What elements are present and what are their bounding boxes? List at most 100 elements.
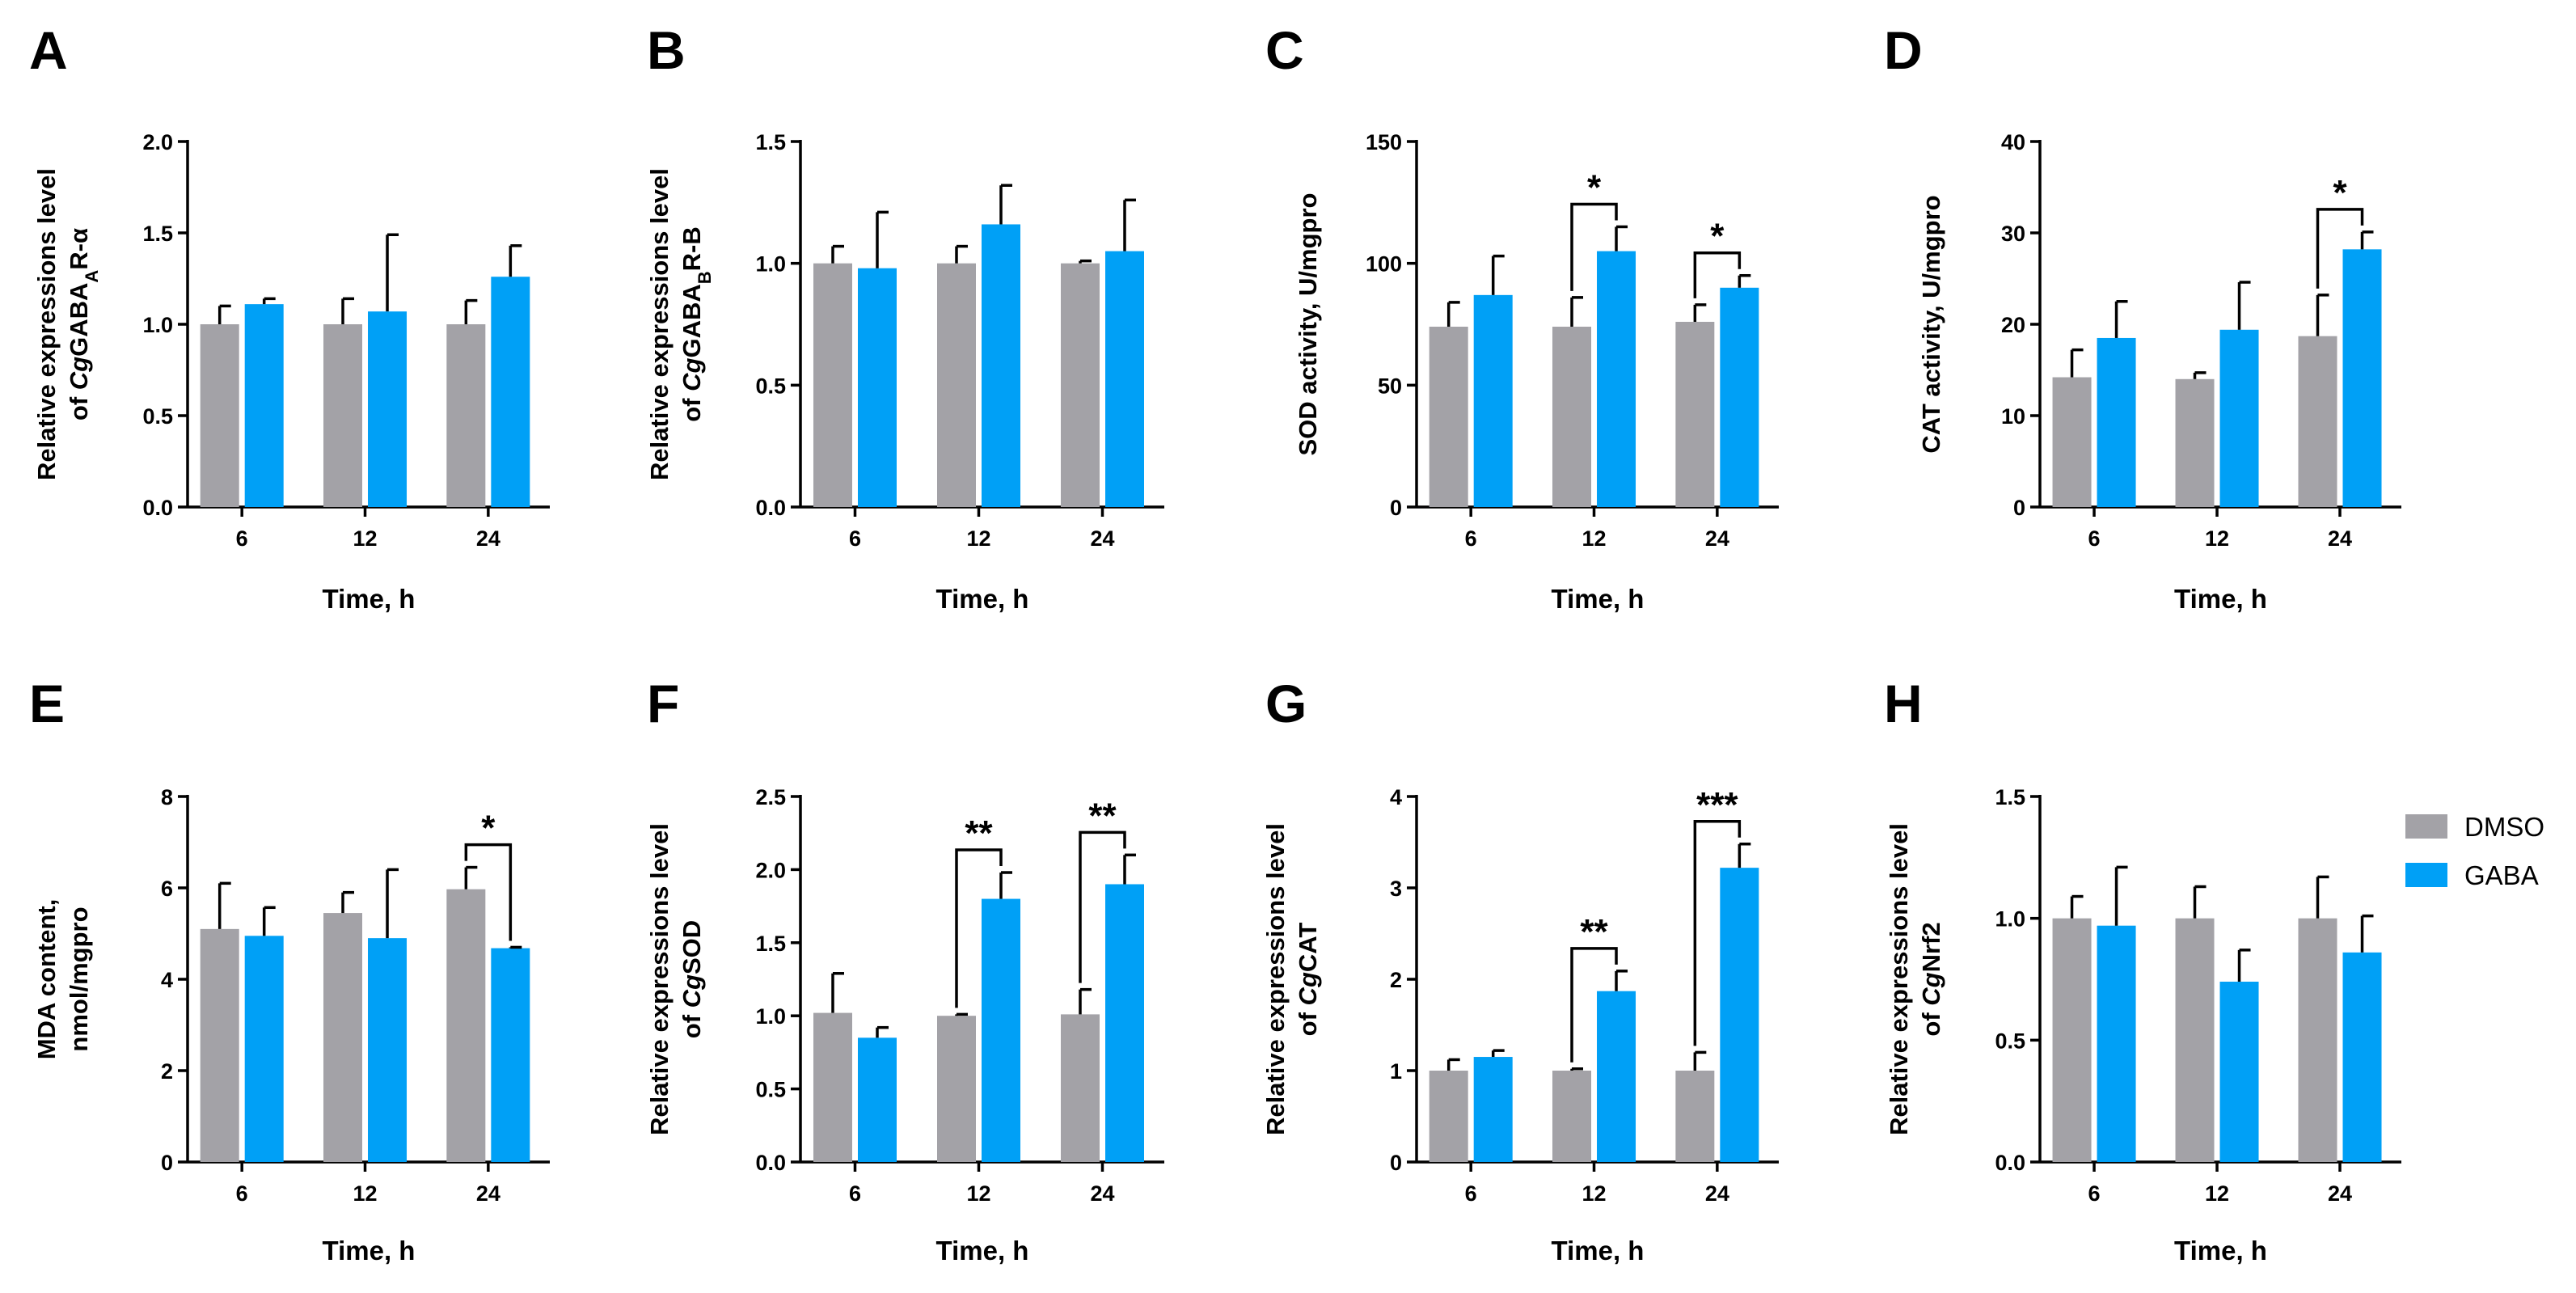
y-axis-label-segment: CAT: [1294, 923, 1322, 972]
y-tick-label-e-3: 6: [161, 877, 173, 901]
bar-d-dmso-24: [2298, 336, 2337, 507]
bar-d-gaba-12: [2219, 329, 2259, 507]
bar-b-gaba-24: [1105, 251, 1144, 507]
y-tick-label-a-2: 1.0: [142, 313, 173, 337]
significance-label-f-0: **: [965, 813, 993, 853]
bar-c-gaba-24: [1720, 287, 1759, 507]
bar-h-gaba-24: [2342, 952, 2382, 1162]
bar-e-gaba-12: [368, 938, 408, 1162]
y-axis-label-segment: Cg: [65, 357, 93, 390]
y-tick-label-f-4: 2.0: [755, 858, 786, 882]
y-tick-label-h-2: 1.0: [1995, 907, 2025, 932]
y-tick-label-f-2: 1.0: [755, 1004, 786, 1029]
panel-letter-b: B: [647, 20, 686, 80]
bar-h-dmso-12: [2175, 918, 2215, 1162]
y-tick-label-a-1: 0.5: [142, 404, 173, 429]
bar-f-gaba-12: [982, 898, 1020, 1162]
significance-label-f-1: **: [1088, 796, 1117, 835]
bar-d-gaba-6: [2097, 337, 2136, 507]
bar-h-dmso-24: [2298, 918, 2337, 1162]
x-tick-label-f-2: 24: [1090, 1181, 1114, 1206]
bar-a-dmso-24: [446, 324, 486, 507]
y-axis-label-f-line-1: of CgSOD: [678, 920, 706, 1038]
y-tick-label-f-1: 0.5: [755, 1078, 786, 1102]
bar-b-dmso-24: [1061, 263, 1100, 507]
chart-panel-f: F 0.0 0.5 1.0 1.5 2.0 2.5 6 12 24 ** ** Time, h Relat…: [645, 674, 1164, 1266]
y-tick-label-h-3: 1.5: [1995, 785, 2025, 809]
bar-b-gaba-6: [858, 268, 897, 507]
bar-h-gaba-6: [2097, 925, 2136, 1162]
x-tick-label-e-1: 12: [353, 1181, 377, 1206]
bar-c-gaba-12: [1597, 251, 1636, 507]
x-tick-label-g-0: 6: [1465, 1181, 1477, 1206]
y-axis-label-segment: GABA: [65, 283, 93, 357]
x-tick-label-b-1: 12: [966, 526, 990, 551]
bar-f-dmso-24: [1061, 1014, 1100, 1162]
x-tick-label-f-1: 12: [966, 1181, 990, 1206]
y-axis-label-segment: Cg: [678, 357, 706, 391]
chart-panel-a: A 0.0 0.5 1.0 1.5 2.0 6 12 24 Time, h Relative exp…: [29, 20, 550, 614]
panel-letter-g: G: [1265, 674, 1307, 733]
bar-h-dmso-6: [2052, 918, 2092, 1162]
x-tick-label-c-2: 24: [1705, 526, 1729, 551]
y-tick-label-a-3: 1.5: [142, 222, 173, 246]
y-axis-label-segment: of: [65, 390, 93, 420]
y-tick-label-h-1: 0.5: [1995, 1029, 2025, 1053]
y-tick-label-d-2: 20: [2001, 313, 2025, 337]
y-tick-label-g-0: 0: [1390, 1151, 1402, 1175]
panel-letter-h: H: [1884, 674, 1923, 733]
x-tick-label-h-2: 24: [2328, 1181, 2352, 1206]
bar-d-dmso-12: [2175, 378, 2215, 507]
bar-f-dmso-6: [813, 1012, 852, 1162]
y-tick-label-b-3: 1.5: [755, 130, 786, 154]
bar-c-dmso-24: [1675, 321, 1715, 507]
bar-g-gaba-12: [1597, 991, 1636, 1162]
y-axis-label-b-line-0: Relative expressions level: [645, 168, 674, 480]
bar-g-dmso-6: [1429, 1071, 1468, 1162]
x-axis-label-c: Time, h: [1552, 584, 1645, 614]
chart-panel-b: B 0.0 0.5 1.0 1.5 6 12 24 Time, h Relative expres…: [645, 20, 1164, 614]
x-tick-label-a-0: 6: [236, 526, 248, 551]
x-tick-label-e-2: 24: [476, 1181, 500, 1206]
legend-label-dmso: DMSO: [2464, 812, 2544, 842]
significance-bracket-g-0: [1570, 947, 1618, 1063]
bar-c-dmso-6: [1429, 327, 1468, 507]
bar-c-dmso-12: [1552, 327, 1592, 507]
y-axis-label-g-line-0: Relative expressions level: [1261, 823, 1290, 1135]
y-tick-label-f-5: 2.5: [755, 785, 786, 809]
y-tick-label-e-4: 8: [161, 785, 173, 809]
legend: DMSO GABA: [2405, 812, 2544, 890]
y-axis-label-a-line-1: of CgGABAAR-α: [65, 228, 102, 420]
significance-label-d-0: *: [2333, 173, 2347, 213]
significance-bracket-e-0: [464, 843, 513, 941]
x-tick-label-a-2: 24: [476, 526, 500, 551]
y-axis-label-segment: of: [678, 1008, 706, 1038]
y-tick-label-e-1: 2: [161, 1059, 173, 1084]
y-axis-label-d-line-0: CAT activity, U/mgpro: [1917, 195, 1945, 453]
x-tick-label-h-1: 12: [2205, 1181, 2229, 1206]
significance-label-c-0: *: [1587, 167, 1602, 207]
bar-b-gaba-12: [982, 224, 1020, 507]
y-tick-label-f-0: 0.0: [755, 1151, 786, 1175]
y-axis-label-h-line-0: Relative expressions level: [1885, 823, 1913, 1135]
legend-swatch-dmso: [2405, 814, 2447, 839]
y-axis-label-segment: of: [678, 391, 706, 422]
bar-d-dmso-6: [2052, 377, 2092, 507]
y-axis-label-f-line-0: Relative expressions level: [645, 823, 674, 1135]
chart-panel-d: D 0 10 20 30 40 6 12 24 * Time, h CAT activity, U/m…: [1884, 20, 2401, 614]
x-axis-label-a: Time, h: [323, 584, 416, 614]
bar-b-dmso-6: [813, 263, 852, 507]
significance-label-g-1: ***: [1696, 785, 1738, 825]
y-axis-label-segment: B: [695, 271, 715, 284]
y-tick-label-g-1: 1: [1390, 1059, 1402, 1084]
y-axis-label-segment: of: [1917, 1006, 1945, 1037]
significance-bracket-g-1: [1693, 820, 1742, 1046]
bar-c-gaba-6: [1473, 294, 1513, 507]
x-axis-label-d: Time, h: [2174, 584, 2267, 614]
significance-bracket-d-0: [2316, 208, 2364, 289]
y-axis-label-segment: R-B: [678, 226, 706, 271]
y-tick-label-b-0: 0.0: [755, 496, 786, 520]
y-tick-label-d-0: 0: [2013, 496, 2025, 520]
bar-f-gaba-24: [1105, 884, 1144, 1162]
